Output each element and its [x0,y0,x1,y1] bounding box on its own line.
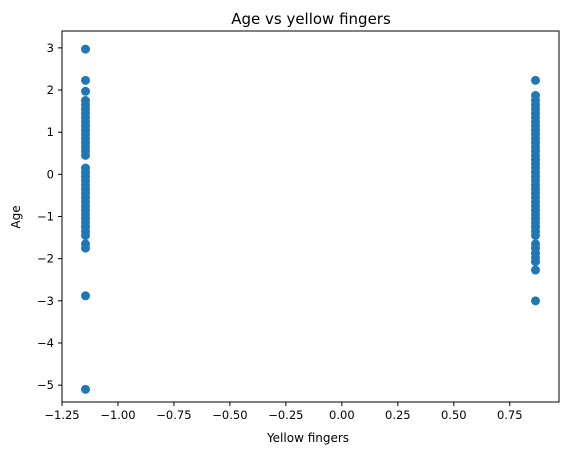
plot-area-frame [61,30,560,403]
scatter-point [530,75,540,85]
x-tick-label: 0.00 [329,408,355,422]
x-tick-label: −1.00 [100,408,135,422]
y-tick-label: −4 [37,336,54,350]
y-tick-label: −5 [37,378,54,392]
scatter-point [81,243,91,253]
scatter-point [530,296,540,306]
y-tick-label: −1 [37,210,54,224]
y-tick-label: 0 [47,167,54,181]
scatter-point [530,265,540,275]
scatter-point [81,86,91,96]
scatter-point [81,44,91,54]
scatter-point [81,291,91,301]
scatter-point [530,257,540,267]
x-axis: −1.25 −1.00 −0.75 −0.50 −0.25 0.00 0.25 0.50 0.7… [44,402,523,422]
x-tick-label: −0.50 [212,408,247,422]
scatter-point [81,150,91,160]
x-tick-label: 0.50 [441,408,467,422]
y-tick-label: 1 [47,125,54,139]
scatter-point [81,75,91,85]
x-tick-label: 0.25 [385,408,411,422]
x-tick-label: −0.75 [156,408,191,422]
x-tick-label: −0.25 [268,408,303,422]
x-tick-label: −1.25 [44,408,79,422]
scatter-point [530,230,540,240]
data-points [81,44,540,394]
y-tick-label: −3 [37,294,54,308]
y-tick-label: −2 [37,252,54,266]
x-tick-label: 0.75 [497,408,523,422]
chart-title: Age vs yellow fingers [231,10,391,28]
scatter-point [81,230,91,240]
scatter-point [81,384,91,394]
y-tick-label: 3 [47,41,54,55]
y-axis-label: Age [9,205,23,228]
y-tick-label: 2 [47,83,54,97]
y-axis: −5 −4 −3 −2 −1 0 1 2 3 [37,41,62,392]
x-axis-label: Yellow fingers [266,431,349,445]
